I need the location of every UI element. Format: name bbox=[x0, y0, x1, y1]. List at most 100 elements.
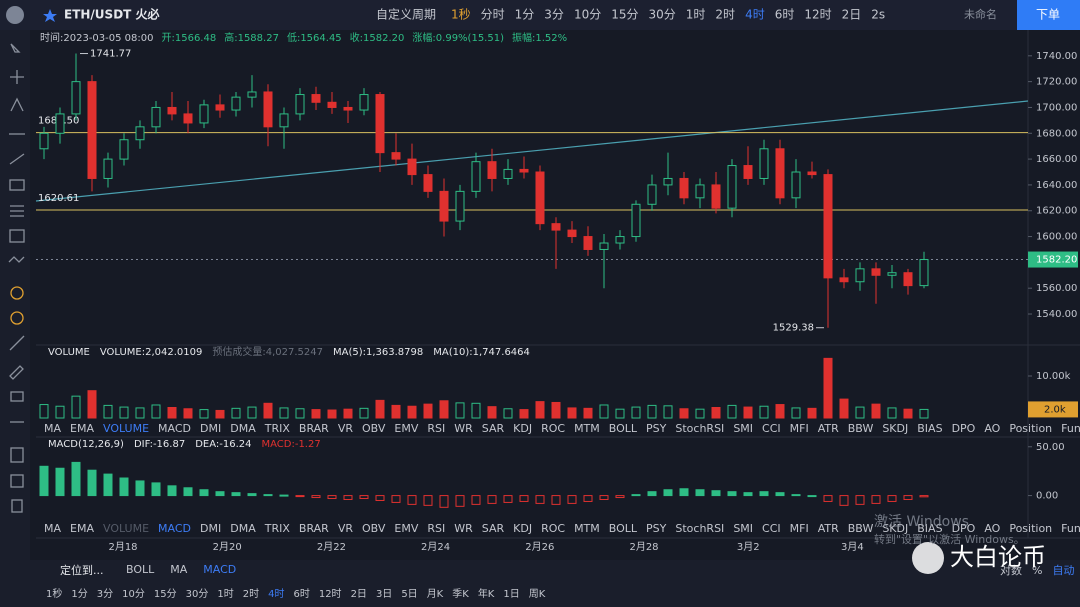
indicator-tab[interactable]: TRIX bbox=[264, 522, 291, 535]
indicator-tab[interactable]: CCI bbox=[762, 422, 781, 435]
bottom-indicator[interactable]: MACD bbox=[203, 563, 236, 576]
indicator-tab[interactable]: MTM bbox=[574, 422, 600, 435]
bottom-indicator[interactable]: BOLL bbox=[126, 563, 155, 576]
indicator-tab[interactable]: MFI bbox=[790, 522, 809, 535]
ohlc-info[interactable]: 收:1582.20 bbox=[350, 31, 405, 44]
indicator-tab[interactable]: AO bbox=[984, 422, 1000, 435]
indicator-tab[interactable]: RSI bbox=[427, 422, 445, 435]
indicator-tab[interactable]: DPO bbox=[952, 522, 976, 535]
indicator-tab[interactable]: DPO bbox=[952, 422, 976, 435]
indicator-tab[interactable]: MTM bbox=[574, 522, 600, 535]
indicator-tab[interactable]: KDJ bbox=[513, 522, 532, 535]
order-button-label[interactable]: 下单 bbox=[1036, 8, 1060, 22]
bottom-timeframe[interactable]: 1日 bbox=[503, 589, 519, 600]
indicator-tab[interactable]: MACD bbox=[158, 522, 191, 535]
bottom-timeframe[interactable]: 12时 bbox=[319, 588, 342, 600]
timeframe[interactable]: 分时 bbox=[481, 8, 505, 22]
bottom-timeframe[interactable]: 1时 bbox=[217, 588, 233, 600]
volume-header[interactable]: VOLUME:2,042.0109 bbox=[100, 347, 203, 358]
indicator-tab[interactable]: SAR bbox=[482, 522, 505, 535]
indicator-tab[interactable]: EMA bbox=[70, 522, 94, 535]
bottom-timeframe[interactable]: 1秒 bbox=[46, 587, 62, 600]
ohlc-info[interactable]: 高:1588.27 bbox=[224, 31, 279, 44]
order-button[interactable] bbox=[1017, 0, 1080, 30]
indicator-tab[interactable]: WR bbox=[454, 522, 473, 535]
bottom-indicator[interactable]: MA bbox=[170, 563, 187, 576]
volume-header[interactable]: 预估成交量:4,027.5247 bbox=[212, 345, 323, 358]
ohlc-info[interactable]: 振幅:1.52% bbox=[512, 31, 567, 44]
bottom-timeframe[interactable]: 2时 bbox=[243, 588, 259, 600]
indicator-tab[interactable]: SKDJ bbox=[882, 422, 908, 435]
indicator-tab[interactable]: BIAS bbox=[917, 522, 942, 535]
indicator-tab[interactable]: PSY bbox=[646, 522, 667, 535]
indicator-tab[interactable]: DMA bbox=[230, 422, 256, 435]
indicator-tab[interactable]: BRAR bbox=[299, 522, 329, 535]
timeframe[interactable]: 15分 bbox=[611, 8, 638, 22]
indicator-tab[interactable]: PSY bbox=[646, 422, 667, 435]
timeframe[interactable]: 1分 bbox=[515, 8, 535, 22]
indicator-tab[interactable]: CCI bbox=[762, 522, 781, 535]
indicator-tab[interactable]: Fundflow bbox=[1061, 422, 1080, 435]
indicator-tab[interactable]: DMI bbox=[200, 522, 221, 535]
indicator-tab[interactable]: StochRSI bbox=[675, 422, 724, 435]
macd-header[interactable]: MACD(12,26,9) bbox=[48, 439, 124, 450]
favorite-star[interactable] bbox=[43, 9, 57, 22]
custom-period[interactable]: 自定义周期 bbox=[376, 7, 436, 22]
indicator-tab[interactable]: MA bbox=[44, 422, 61, 435]
indicator-tab[interactable]: ATR bbox=[818, 522, 839, 535]
bottom-timeframe[interactable]: 5日 bbox=[401, 589, 417, 600]
timeframe[interactable]: 4时 bbox=[745, 8, 765, 22]
indicator-tab[interactable]: BRAR bbox=[299, 422, 329, 435]
indicator-tab[interactable]: VOLUME bbox=[103, 522, 149, 535]
timeframe[interactable]: 30分 bbox=[649, 8, 676, 22]
indicator-tab[interactable]: BBW bbox=[848, 422, 874, 435]
indicator-tab[interactable]: DMI bbox=[200, 422, 221, 435]
indicator-tab[interactable]: ROC bbox=[541, 522, 565, 535]
bottom-timeframe[interactable]: 4时 bbox=[268, 588, 284, 600]
bottom-timeframe[interactable]: 10分 bbox=[122, 588, 145, 600]
indicator-tab[interactable]: OBV bbox=[362, 522, 386, 535]
timeframe[interactable]: 1秒 bbox=[451, 8, 471, 22]
indicator-tab[interactable]: MACD bbox=[158, 422, 191, 435]
bottom-timeframe[interactable]: 周K bbox=[529, 588, 546, 600]
indicator-tab[interactable]: RSI bbox=[427, 522, 445, 535]
indicator-tab[interactable]: DMA bbox=[230, 522, 256, 535]
timeframe[interactable]: 2s bbox=[871, 8, 885, 22]
bottom-timeframe[interactable]: 月K bbox=[427, 588, 444, 600]
timeframe[interactable]: 2日 bbox=[842, 8, 862, 22]
indicator-tab[interactable]: MA bbox=[44, 522, 61, 535]
indicator-tab[interactable]: WR bbox=[454, 422, 473, 435]
bottom-timeframe[interactable]: 1分 bbox=[71, 588, 87, 600]
trend-line[interactable] bbox=[35, 100, 1029, 202]
ohlc-info[interactable]: 时间:2023-03-05 08:00 bbox=[40, 31, 153, 44]
axis-option[interactable]: 对数 bbox=[1000, 563, 1022, 577]
layout-name[interactable]: 未命名 bbox=[964, 7, 997, 21]
indicator-tab[interactable]: AO bbox=[984, 522, 1000, 535]
indicator-tab[interactable]: SAR bbox=[482, 422, 505, 435]
bottom-timeframe[interactable]: 15分 bbox=[154, 588, 177, 600]
indicator-tab[interactable]: EMV bbox=[394, 522, 418, 535]
locate[interactable]: 定位到... bbox=[60, 563, 104, 577]
indicator-tab[interactable]: BBW bbox=[848, 522, 874, 535]
macd-header[interactable]: DEA:-16.24 bbox=[195, 439, 251, 450]
timeframe[interactable]: 10分 bbox=[574, 8, 601, 22]
indicator-tab[interactable]: ROC bbox=[541, 422, 565, 435]
indicator-tab[interactable]: Position bbox=[1009, 422, 1052, 435]
indicator-tab[interactable]: VR bbox=[338, 522, 354, 535]
timeframe[interactable]: 1时 bbox=[686, 8, 706, 22]
indicator-tab[interactable]: ATR bbox=[818, 422, 839, 435]
indicator-tab[interactable]: TRIX bbox=[264, 422, 291, 435]
indicator-tab[interactable]: MFI bbox=[790, 422, 809, 435]
ohlc-info[interactable]: 低:1564.45 bbox=[287, 31, 342, 44]
indicator-tab[interactable]: KDJ bbox=[513, 422, 532, 435]
indicator-tab[interactable]: SMI bbox=[733, 522, 753, 535]
volume-header[interactable]: MA(5):1,363.8798 bbox=[333, 347, 423, 358]
volume-header[interactable]: VOLUME bbox=[48, 347, 90, 358]
bottom-timeframe[interactable]: 3日 bbox=[376, 589, 392, 600]
axis-option[interactable]: % bbox=[1032, 564, 1042, 577]
indicator-tab[interactable]: BIAS bbox=[917, 422, 942, 435]
bottom-timeframe[interactable]: 3分 bbox=[97, 588, 113, 600]
bottom-timeframe[interactable]: 2日 bbox=[351, 589, 367, 600]
axis-option[interactable]: 自动 bbox=[1052, 564, 1074, 577]
indicator-tab[interactable]: StochRSI bbox=[675, 522, 724, 535]
